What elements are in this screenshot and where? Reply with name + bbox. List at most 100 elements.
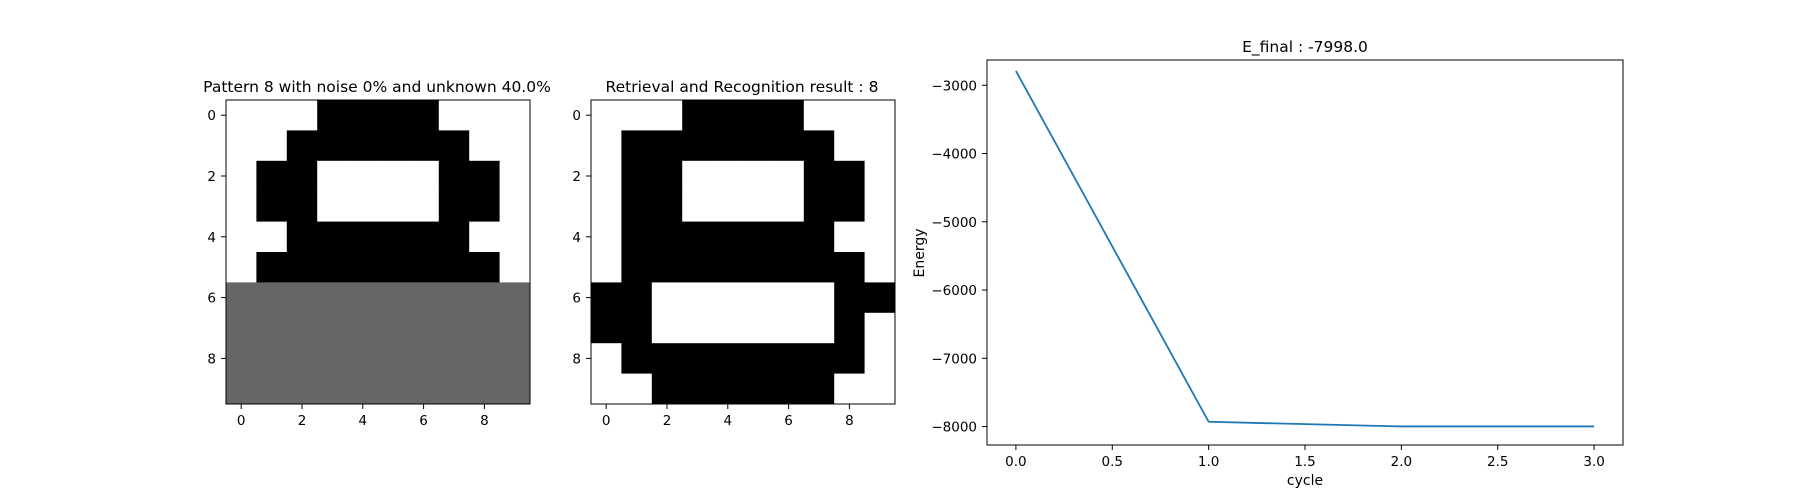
x-tick-label: 0	[237, 413, 246, 429]
grid-cell	[743, 130, 774, 162]
grid-cell	[256, 160, 288, 192]
grid-cell	[651, 160, 683, 192]
grid-cell	[317, 191, 348, 222]
grid-cell	[803, 282, 835, 314]
x-tick-label: 2	[298, 413, 307, 429]
grid-cell	[591, 373, 622, 405]
grid-cell	[621, 221, 653, 253]
grid-cell	[864, 343, 896, 374]
x-tick-label: 2.0	[1391, 454, 1412, 470]
grid-cell	[803, 373, 835, 405]
x-tick-label: 2.5	[1487, 454, 1508, 470]
grid-cell	[743, 312, 774, 344]
grid-cell	[621, 252, 653, 283]
y-tick-label: −5000	[931, 215, 977, 231]
grid-cell	[256, 221, 288, 253]
grid-cell	[834, 160, 865, 192]
grid-cell	[438, 252, 470, 283]
grid-cell	[226, 100, 257, 131]
grid-cell	[803, 100, 835, 131]
grid-cell	[469, 343, 500, 374]
grid-cell	[743, 160, 774, 192]
grid-cell	[286, 282, 318, 314]
x-tick-label: 8	[480, 413, 489, 429]
grid-cell	[317, 312, 348, 344]
y-tick-label: −3000	[931, 78, 977, 94]
pattern-grid	[226, 100, 531, 405]
grid-cell	[712, 160, 744, 192]
y-tick-label: 8	[572, 351, 581, 367]
grid-cell	[378, 373, 409, 405]
grid-cell	[651, 282, 683, 314]
grid-cell	[712, 252, 744, 283]
grid-cell	[256, 130, 288, 162]
y-tick-label: 4	[207, 230, 216, 246]
grid-cell	[682, 282, 713, 314]
grid-cell	[347, 191, 379, 222]
grid-cell	[682, 100, 713, 131]
grid-cell	[317, 130, 348, 162]
y-tick-label: −8000	[931, 420, 977, 436]
x-tick-label: 6	[419, 413, 428, 429]
grid-cell	[621, 130, 653, 162]
grid-cell	[286, 100, 318, 131]
x-tick-label: 4	[359, 413, 368, 429]
grid-cell	[803, 130, 835, 162]
grid-cell	[347, 282, 379, 314]
grid-cell	[408, 221, 440, 253]
x-tick-label: 2	[663, 413, 672, 429]
grid-cell	[438, 221, 470, 253]
grid-cell	[256, 252, 288, 283]
grid-cell	[712, 100, 744, 131]
grid-cell	[591, 191, 622, 222]
grid-cell	[438, 130, 470, 162]
grid-cell	[469, 282, 500, 314]
grid-cell	[621, 191, 653, 222]
grid-cell	[347, 373, 379, 405]
grid-cell	[773, 160, 805, 192]
grid-cell	[408, 130, 440, 162]
y-tick-label: 8	[207, 351, 216, 367]
grid-cell	[591, 282, 622, 314]
grid-cell	[408, 100, 440, 131]
grid-cell	[773, 282, 805, 314]
grid-cell	[438, 100, 470, 131]
grid-cell	[712, 221, 744, 253]
energy-series-line	[1015, 70, 1595, 428]
grid-cell	[317, 282, 348, 314]
result-grid	[591, 100, 896, 405]
grid-cell	[712, 312, 744, 344]
grid-cell	[743, 373, 774, 405]
grid-cell	[651, 100, 683, 131]
grid-cell	[378, 100, 409, 131]
grid-cell	[286, 160, 318, 192]
grid-cell	[773, 130, 805, 162]
grid-cell	[226, 282, 257, 314]
grid-cell	[499, 312, 531, 344]
grid-cell	[408, 343, 440, 374]
grid-cell	[469, 191, 500, 222]
grid-cell	[286, 312, 318, 344]
grid-cell	[378, 343, 409, 374]
y-tick-label: 2	[572, 169, 581, 185]
grid-cell	[408, 282, 440, 314]
grid-cell	[591, 160, 622, 192]
grid-cell	[682, 343, 713, 374]
grid-cell	[226, 221, 257, 253]
energy-panel: E_final : -7998.0 0.0 0.5 1.0 1.5 2.0 2.5 3.0 −…	[912, 38, 1624, 489]
energy-title: E_final : -7998.0	[1242, 38, 1368, 57]
grid-cell	[621, 100, 653, 131]
grid-cell	[621, 312, 653, 344]
grid-cell	[378, 191, 409, 222]
y-tick-label: 6	[207, 291, 216, 307]
y-tick-label: −7000	[931, 351, 977, 367]
grid-cell	[378, 282, 409, 314]
grid-cell	[803, 343, 835, 374]
grid-cell	[712, 282, 744, 314]
x-tick-label: 3.0	[1583, 454, 1604, 470]
energy-frame	[986, 59, 1624, 446]
result-axes: 0 2 4 6 8 0 2 4 6 8	[572, 108, 853, 429]
grid-cell	[591, 100, 622, 131]
pattern-frame	[225, 99, 531, 405]
grid-cell	[408, 252, 440, 283]
